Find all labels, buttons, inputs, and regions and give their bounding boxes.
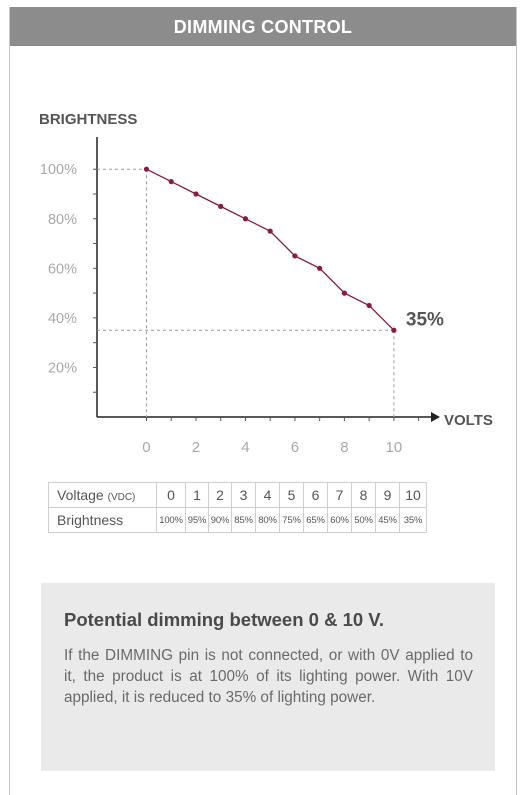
voltage-cell: 1 bbox=[185, 482, 209, 508]
voltage-row-label: Voltage (VDC) bbox=[48, 482, 157, 508]
brightness-row: Brightness 100% 95% 90% 85% 80% 75% 65% … bbox=[48, 507, 427, 533]
y-axis-title: BRIGHTNESS bbox=[39, 111, 137, 128]
voltage-cell: 9 bbox=[375, 482, 400, 508]
x-tick-label: 6 bbox=[291, 439, 299, 456]
x-tick-label: 8 bbox=[340, 439, 348, 456]
data-point bbox=[317, 265, 323, 271]
data-point bbox=[391, 327, 397, 333]
info-title: Potential dimming between 0 & 10 V. bbox=[64, 609, 385, 630]
voltage-cell: 2 bbox=[208, 482, 232, 508]
brightness-chart: BRIGHTNESS VOLTS 100% 80% 60% 40% 20% 0 2 4 6 8 10… bbox=[1, 0, 526, 470]
brightness-cell: 95% bbox=[185, 507, 209, 533]
data-point bbox=[218, 203, 224, 209]
voltage-label: Voltage bbox=[57, 487, 104, 503]
series-line bbox=[146, 168, 395, 331]
end-value-annotation: 35% bbox=[406, 309, 444, 330]
brightness-cell: 50% bbox=[351, 507, 376, 533]
voltage-cell: 8 bbox=[351, 482, 376, 508]
brightness-cell: 65% bbox=[303, 507, 328, 533]
data-point bbox=[242, 216, 249, 222]
data-point bbox=[193, 191, 199, 197]
brightness-cell: 80% bbox=[255, 507, 280, 533]
voltage-cell: 7 bbox=[327, 482, 352, 508]
x-tick-label: 2 bbox=[192, 439, 200, 456]
brightness-cell: 75% bbox=[279, 507, 304, 533]
y-tick-label: 100% bbox=[40, 162, 77, 178]
voltage-cell: 10 bbox=[399, 482, 427, 508]
x-tick-label: 10 bbox=[386, 439, 403, 456]
voltage-cell: 3 bbox=[231, 482, 256, 508]
info-text: If the DIMMING pin is not connected, or … bbox=[64, 647, 473, 706]
data-point bbox=[168, 179, 174, 185]
data-point bbox=[143, 166, 150, 172]
y-tick-label: 40% bbox=[48, 311, 77, 327]
brightness-cell: 35% bbox=[399, 507, 427, 533]
voltage-brightness-table: Voltage (VDC) 0 1 2 3 4 5 6 7 8 9 10 Bri… bbox=[48, 482, 427, 533]
x-axis-arrow bbox=[431, 412, 440, 422]
y-tick-label: 60% bbox=[48, 261, 77, 277]
brightness-cell: 45% bbox=[375, 507, 400, 533]
x-tick-label: 4 bbox=[241, 439, 249, 456]
y-tick-label: 80% bbox=[48, 212, 77, 228]
voltage-cell: 5 bbox=[279, 482, 304, 508]
voltage-cell: 6 bbox=[303, 482, 328, 508]
brightness-cell: 85% bbox=[231, 507, 256, 533]
brightness-cell: 60% bbox=[327, 507, 352, 533]
voltage-cell: 4 bbox=[255, 482, 280, 508]
data-point bbox=[267, 228, 273, 234]
x-tick-label: 0 bbox=[142, 439, 150, 456]
voltage-row: Voltage (VDC) 0 1 2 3 4 5 6 7 8 9 10 bbox=[48, 482, 427, 508]
info-box: Potential dimming between 0 & 10 V. If t… bbox=[41, 583, 495, 771]
brightness-cell: 100% bbox=[156, 507, 186, 533]
chart-svg: BRIGHTNESS VOLTS 100% 80% 60% 40% 20% 0 2 4 6 8 10… bbox=[39, 111, 493, 456]
brightness-cell: 90% bbox=[208, 507, 232, 533]
card-header: DIMMING CONTROL bbox=[10, 7, 516, 46]
brightness-row-label: Brightness bbox=[48, 507, 157, 533]
dimming-control-card: DIMMING CONTROL BRIGHTNESS VOLTS 100% 80%… bbox=[9, 7, 517, 795]
voltage-unit: (VDC) bbox=[107, 492, 136, 503]
y-tick-label: 20% bbox=[48, 360, 77, 376]
data-point bbox=[366, 302, 372, 309]
x-axis-title: VOLTS bbox=[444, 412, 493, 429]
voltage-cell: 0 bbox=[156, 482, 186, 508]
data-point bbox=[341, 290, 348, 296]
data-point bbox=[292, 253, 298, 259]
